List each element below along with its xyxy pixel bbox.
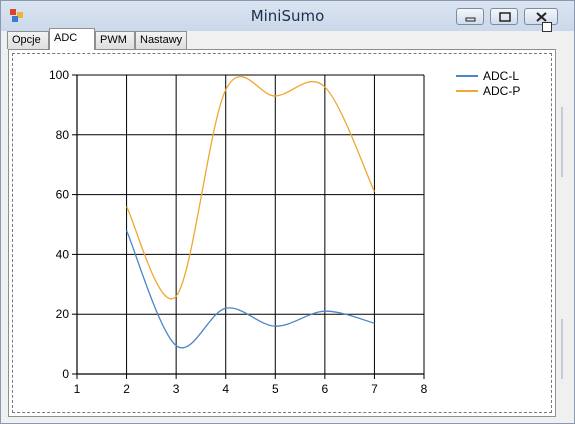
x-tick-label: 5	[272, 382, 279, 396]
close-button[interactable]	[524, 8, 558, 25]
scroll-track-segment	[561, 319, 563, 379]
x-tick-label: 3	[173, 382, 180, 396]
maximize-icon	[499, 12, 511, 22]
form-resize-handle[interactable]	[542, 22, 552, 32]
tab-opcje[interactable]: Opcje	[7, 31, 49, 49]
window-title: MiniSumo	[250, 7, 325, 25]
x-tick-label: 1	[74, 382, 81, 396]
legend-label: ADC-L	[483, 69, 519, 83]
series-line-adc-p	[126, 75, 376, 300]
minimize-button[interactable]	[456, 8, 484, 25]
y-tick-label: 0	[62, 367, 69, 381]
x-tick-label: 4	[222, 382, 229, 396]
x-tick-label: 6	[322, 382, 329, 396]
tab-strip: Opcje ADC PWM Nastawy	[7, 28, 572, 50]
side-scrollbar[interactable]	[558, 49, 574, 417]
series-line-adc-l	[125, 230, 375, 349]
minimize-icon	[465, 17, 476, 22]
x-tick-label: 2	[123, 382, 130, 396]
chart-container: 1 2 3 4 5 6 7 8 0 20 40 60 80 100 ADC-L ADC-P	[12, 53, 552, 413]
tab-pwm[interactable]: PWM	[95, 31, 135, 49]
tab-nastawy[interactable]: Nastawy	[135, 31, 187, 49]
x-tick-label: 7	[371, 382, 378, 396]
y-tick-label: 20	[56, 307, 70, 321]
tab-panel-adc: 1 2 3 4 5 6 7 8 0 20 40 60 80 100 ADC-L ADC-P	[8, 49, 556, 417]
x-tick-label: 8	[421, 382, 428, 396]
legend-label: ADC-P	[483, 84, 520, 98]
title-bar[interactable]: MiniSumo	[1, 1, 574, 31]
y-tick-label: 100	[49, 68, 69, 82]
maximize-button[interactable]	[490, 8, 518, 25]
scroll-track-segment	[561, 107, 563, 177]
y-tick-label: 80	[56, 128, 70, 142]
app-icon	[10, 9, 23, 22]
close-icon	[536, 12, 547, 22]
y-tick-label: 60	[56, 188, 70, 202]
tab-adc[interactable]: ADC	[49, 28, 95, 50]
y-tick-label: 40	[56, 247, 70, 261]
